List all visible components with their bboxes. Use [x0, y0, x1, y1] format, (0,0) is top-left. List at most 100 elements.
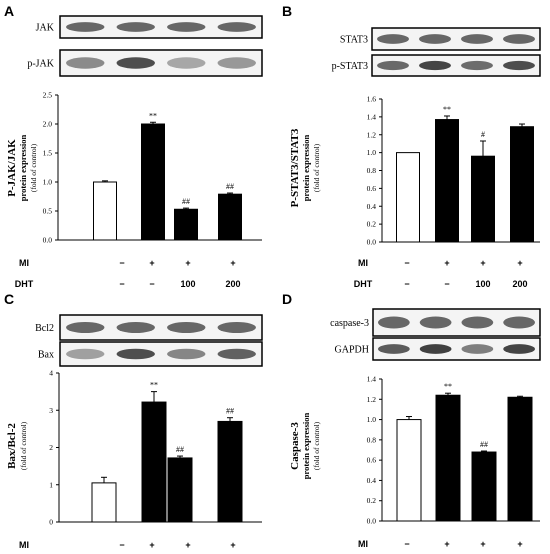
blot-band	[217, 22, 256, 32]
y-tick-label: 0.8	[367, 435, 377, 444]
dht-value: 100	[180, 279, 195, 289]
y-tick-label: 1.0	[43, 178, 53, 187]
y-tick-label: 0.0	[367, 517, 377, 526]
blot-label: Bcl2	[35, 323, 54, 334]
y-tick-label: 0.4	[367, 202, 377, 211]
blot-label: JAK	[36, 23, 55, 34]
blot-band	[116, 57, 155, 69]
y-tick-label: 0	[49, 518, 53, 527]
dht-value: 200	[512, 279, 527, 289]
y-axis-unit: (fold of control)	[19, 421, 28, 470]
blot-band	[167, 22, 206, 32]
blot-band	[217, 57, 256, 69]
bar	[218, 193, 242, 241]
bar	[217, 420, 243, 523]
mi-value: −	[404, 539, 409, 549]
blot-band	[66, 322, 105, 333]
blot-band	[461, 344, 494, 354]
significance-mark: **	[150, 381, 158, 390]
y-axis-subtitle: protein expression	[301, 134, 311, 201]
blot-band	[461, 34, 493, 44]
y-tick-label: 0.0	[43, 236, 53, 245]
y-tick-label: 4	[49, 369, 53, 378]
bar	[435, 119, 459, 243]
blot-label: Bax	[38, 350, 54, 361]
blot-label: caspase-3	[330, 318, 369, 329]
y-axis-label: Caspase-3 protein expression (fold of cont…	[289, 412, 321, 479]
y-axis-unit: (fold of control)	[312, 421, 321, 470]
significance-mark: **	[444, 382, 452, 391]
mi-value: +	[444, 539, 449, 549]
bar	[396, 419, 422, 522]
y-tick-label: 1.4	[367, 375, 377, 384]
panel-a: A JAK p-JAK 0.0 0.5 1.0 1.5 2.0 2.5 ** ## ## P-JAK/J…	[4, 3, 263, 289]
blot-band	[503, 344, 535, 354]
bar	[167, 457, 193, 523]
y-axis-label: P-JAK/JAK protein expression (fold of cont…	[6, 134, 38, 201]
blot-strip	[371, 27, 541, 51]
y-axis-title: Caspase-3	[289, 422, 301, 470]
significance-mark: ##	[176, 445, 184, 454]
bar	[471, 155, 495, 243]
y-tick-label: 1.4	[367, 112, 377, 121]
blot-band	[66, 348, 105, 360]
mi-value: +	[230, 258, 235, 268]
y-tick-label: 0.6	[367, 184, 377, 193]
y-tick-label: 0.6	[367, 456, 377, 465]
blot-band	[419, 34, 451, 44]
blot-band	[167, 57, 206, 69]
blot-band	[377, 34, 409, 44]
blot-band	[66, 22, 105, 32]
y-tick-label: 1.5	[43, 149, 53, 158]
y-tick-label: 1	[49, 480, 53, 489]
bar	[141, 401, 167, 523]
y-axis-unit: (fold of control)	[29, 143, 38, 192]
significance-mark: **	[443, 105, 451, 114]
blot-band	[503, 316, 535, 329]
y-tick-label: 2.5	[43, 91, 53, 100]
y-tick-label: 2.0	[43, 120, 53, 129]
dht-value: −	[119, 279, 124, 289]
dht-row-label: DHT	[15, 279, 34, 289]
dht-row-label: DHT	[354, 279, 373, 289]
blot-band	[461, 60, 493, 71]
blot-band	[66, 57, 105, 69]
significance-mark: ##	[226, 182, 234, 191]
mi-value: +	[480, 258, 485, 268]
y-tick-label: 1.0	[367, 415, 377, 424]
panel-b: B STAT3 p-STAT3 0.0 0.2 0.4 0.6 0.8 1.0 1.2 1.4 1.6…	[282, 3, 541, 289]
mi-value: +	[149, 540, 154, 550]
blot-band	[419, 316, 452, 329]
blot-strip	[372, 337, 541, 361]
blot-band	[461, 316, 494, 329]
y-axis-label: Bax/Bcl-2 (fold of control)	[6, 421, 28, 470]
blot-band	[116, 348, 155, 360]
significance-mark: ##	[226, 407, 234, 416]
dht-value: −	[149, 279, 154, 289]
blot-band	[503, 60, 535, 71]
mi-value: +	[185, 258, 190, 268]
dht-value: 100	[475, 279, 490, 289]
y-tick-label: 0.4	[367, 476, 377, 485]
blot-band	[167, 348, 206, 360]
y-axis-title: Bax/Bcl-2	[6, 423, 18, 469]
y-tick-label: 0.5	[43, 207, 53, 216]
y-tick-label: 1.0	[367, 148, 377, 157]
mi-value: −	[119, 540, 124, 550]
mi-value: +	[480, 539, 485, 549]
dht-value: −	[404, 279, 409, 289]
y-axis-subtitle: protein expression	[18, 134, 28, 201]
mi-row-label: MI	[19, 258, 29, 268]
bar	[396, 152, 420, 243]
blot-label: STAT3	[340, 35, 368, 46]
panel-letter: D	[282, 291, 292, 307]
bar	[510, 126, 534, 243]
blot-band	[116, 22, 155, 32]
mi-value: +	[517, 539, 522, 549]
bar	[141, 123, 165, 241]
y-tick-label: 2	[49, 443, 53, 452]
panel-letter: A	[4, 3, 14, 19]
bar	[471, 451, 497, 522]
